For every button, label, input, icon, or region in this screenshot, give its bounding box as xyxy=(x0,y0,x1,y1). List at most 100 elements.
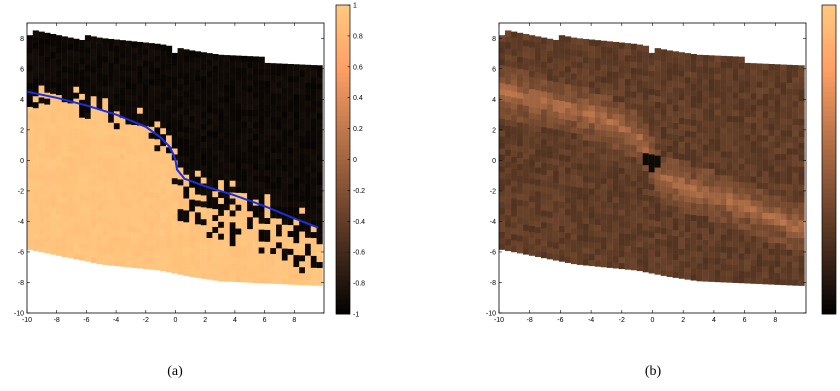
heatmap-cell xyxy=(738,68,745,75)
colorbar-swatch xyxy=(822,82,836,88)
heatmap-cell xyxy=(726,163,733,170)
heatmap-cell xyxy=(762,236,769,243)
heatmap-cell xyxy=(714,109,721,116)
heatmap-cell xyxy=(287,63,294,71)
heatmap-cell xyxy=(684,243,691,250)
heatmap-cell xyxy=(148,144,155,151)
heatmap-cell xyxy=(594,230,602,237)
heatmap-cell xyxy=(516,32,524,40)
heatmap-cell xyxy=(113,247,121,255)
heatmap-cell xyxy=(304,130,312,137)
heatmap-cell xyxy=(510,103,518,110)
heatmap-cell xyxy=(540,239,548,247)
heatmap-cell xyxy=(79,254,86,261)
y-tick-label: -2 xyxy=(18,188,24,195)
heatmap-cell xyxy=(270,241,277,249)
heatmap-cell xyxy=(316,208,323,215)
heatmap-cell xyxy=(90,232,97,240)
heatmap-cell xyxy=(499,106,506,113)
heatmap-cell xyxy=(576,246,584,253)
heatmap-cell xyxy=(90,238,97,246)
heatmap-cell xyxy=(666,169,673,176)
heatmap-cell xyxy=(546,128,554,135)
heatmap-cell xyxy=(38,210,45,217)
heatmap-cell xyxy=(630,216,638,223)
heatmap-cell xyxy=(588,63,596,70)
panel-caption: (a) xyxy=(167,364,183,379)
heatmap-cell xyxy=(714,222,721,229)
heatmap-cell xyxy=(73,92,80,99)
heatmap-cell xyxy=(750,253,757,260)
heatmap-cell xyxy=(564,149,572,156)
heatmap-cell xyxy=(780,70,787,77)
heatmap-cell xyxy=(660,67,667,74)
heatmap-cell xyxy=(171,88,178,95)
heatmap-cell xyxy=(642,176,650,184)
heatmap-cell xyxy=(102,127,109,134)
heatmap-cell xyxy=(113,116,121,124)
heatmap-cell xyxy=(540,79,548,86)
heatmap-cell xyxy=(678,260,685,267)
heatmap-cell xyxy=(241,115,248,122)
heatmap-cell xyxy=(137,190,144,198)
heatmap-cell xyxy=(786,261,793,268)
heatmap-cell xyxy=(61,232,68,240)
heatmap-cell xyxy=(756,128,763,136)
heatmap-cell xyxy=(223,126,231,133)
heatmap-cell xyxy=(732,151,739,158)
heatmap-cell xyxy=(171,267,178,274)
heatmap-cell xyxy=(648,255,655,262)
heatmap-cell xyxy=(738,122,745,129)
heatmap-cell xyxy=(142,250,149,258)
heatmap-cell xyxy=(648,52,655,60)
heatmap-cell xyxy=(177,155,184,162)
heatmap-cell xyxy=(154,180,161,187)
heatmap-cell xyxy=(528,130,536,137)
heatmap-cell xyxy=(299,255,306,262)
heatmap-cell xyxy=(223,108,231,115)
heatmap-cell xyxy=(552,200,560,207)
heatmap-cell xyxy=(189,258,196,266)
heatmap-cell xyxy=(756,253,763,261)
heatmap-cell xyxy=(684,154,691,161)
heatmap-cell xyxy=(102,246,109,253)
heatmap-cell xyxy=(50,164,57,172)
heatmap-cell xyxy=(738,175,745,183)
heatmap-cell xyxy=(73,253,80,260)
heatmap-cell xyxy=(27,76,34,84)
heatmap-cell xyxy=(798,226,805,233)
heatmap-cell xyxy=(50,81,57,88)
heatmap-cell xyxy=(582,56,590,64)
heatmap-cell xyxy=(125,46,132,53)
heatmap-cell xyxy=(148,126,155,133)
heatmap-cell xyxy=(264,170,271,177)
heatmap-cell xyxy=(708,227,715,235)
x-tick-label: -6 xyxy=(557,317,563,324)
heatmap-cell xyxy=(218,233,225,240)
heatmap-cell xyxy=(552,236,560,243)
heatmap-cell xyxy=(618,131,626,139)
heatmap-cell xyxy=(690,89,697,97)
heatmap-cell xyxy=(206,65,213,72)
heatmap-cell xyxy=(84,178,92,185)
heatmap-cell xyxy=(194,98,202,106)
heatmap-cell xyxy=(660,245,667,253)
heatmap-cell xyxy=(504,137,512,144)
heatmap-cell xyxy=(660,216,667,223)
heatmap-cell xyxy=(786,88,793,95)
heatmap-cell xyxy=(504,66,512,73)
heatmap-cell xyxy=(534,238,542,246)
heatmap-cell xyxy=(576,68,584,75)
heatmap-cell xyxy=(90,78,97,85)
heatmap-cell xyxy=(516,44,524,52)
heatmap-cell xyxy=(177,250,184,257)
heatmap-cell xyxy=(27,172,34,179)
heatmap-cell xyxy=(570,216,578,223)
heatmap-cell xyxy=(510,43,518,50)
heatmap-cell xyxy=(798,261,805,269)
heatmap-cell xyxy=(762,266,769,273)
heatmap-cell xyxy=(528,189,536,197)
heatmap-cell xyxy=(258,56,265,63)
heatmap-cell xyxy=(166,129,173,136)
heatmap-cell xyxy=(241,180,248,188)
